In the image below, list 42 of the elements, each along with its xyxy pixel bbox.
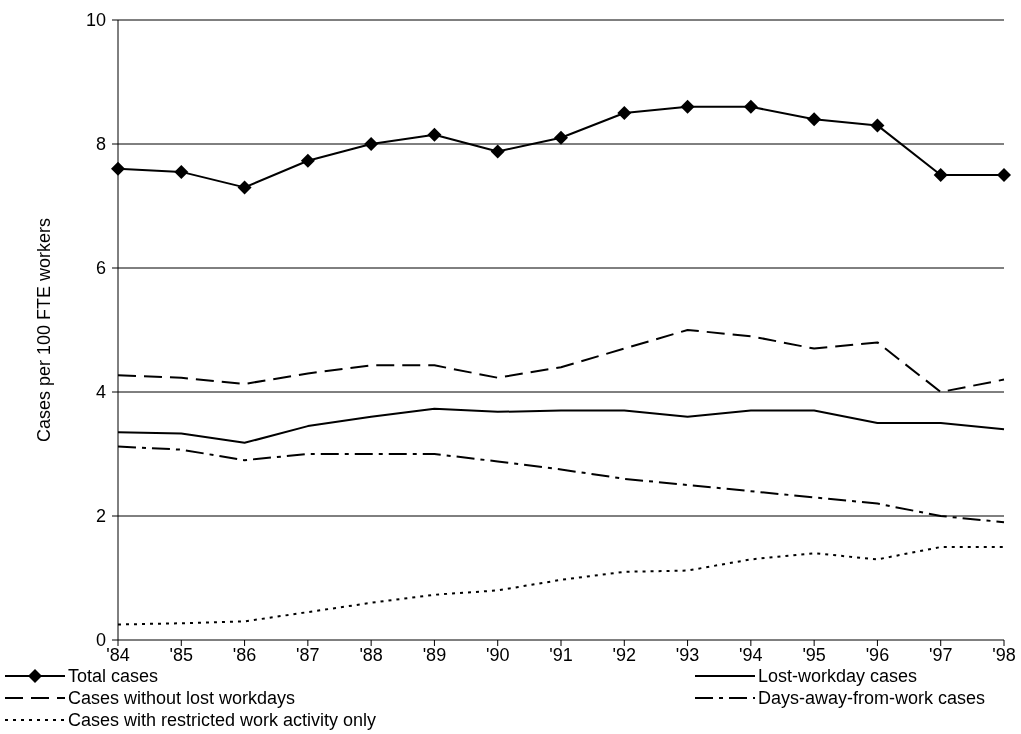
x-tick-label: '90: [485, 645, 510, 665]
y-axis-title: Cases per 100 FTE workers: [34, 217, 54, 443]
point: [870, 118, 885, 133]
x-tick-label: '85: [169, 645, 194, 665]
x-tick-label: '91: [549, 645, 573, 665]
legend-label: Lost-workday cases: [758, 666, 918, 687]
point: [680, 99, 695, 114]
y-tick-label: 2: [95, 506, 106, 527]
point: [554, 130, 568, 145]
y-tick-label: 0: [95, 630, 106, 651]
legend-label: Cases without lost workdays: [68, 688, 296, 709]
point: [490, 144, 505, 159]
x-tick-label: '94: [739, 645, 763, 665]
point: [237, 180, 252, 195]
x-tick-label: '86: [232, 645, 257, 665]
legend-label: Total cases: [68, 666, 159, 687]
point: [743, 99, 758, 114]
point: [174, 164, 189, 179]
x-tick-label: '87: [296, 645, 320, 665]
y-tick-label: 6: [95, 258, 106, 279]
x-tick-label: '88: [359, 645, 383, 665]
x-tick-label: '95: [802, 645, 826, 665]
point: [300, 153, 315, 168]
y-tick-label: 4: [95, 382, 106, 403]
point: [427, 127, 442, 142]
point: [111, 161, 125, 176]
x-tick-label: '84: [106, 645, 130, 665]
legend-label: Cases with restricted work activity only: [68, 710, 377, 731]
x-tick-label: '98: [992, 645, 1016, 665]
point: [933, 168, 948, 182]
x-tick-label: '93: [675, 645, 700, 665]
y-tick-label: 10: [85, 10, 106, 31]
point: [617, 106, 632, 120]
point: [364, 137, 379, 151]
point: [997, 168, 1011, 182]
x-tick-label: '96: [865, 645, 890, 665]
legend-label: Days-away-from-work cases: [758, 688, 986, 709]
point: [807, 112, 822, 127]
y-tick-label: 8: [95, 134, 106, 155]
x-tick-label: '92: [612, 645, 637, 665]
x-tick-label: '97: [928, 645, 953, 665]
x-tick-label: '89: [422, 645, 447, 665]
